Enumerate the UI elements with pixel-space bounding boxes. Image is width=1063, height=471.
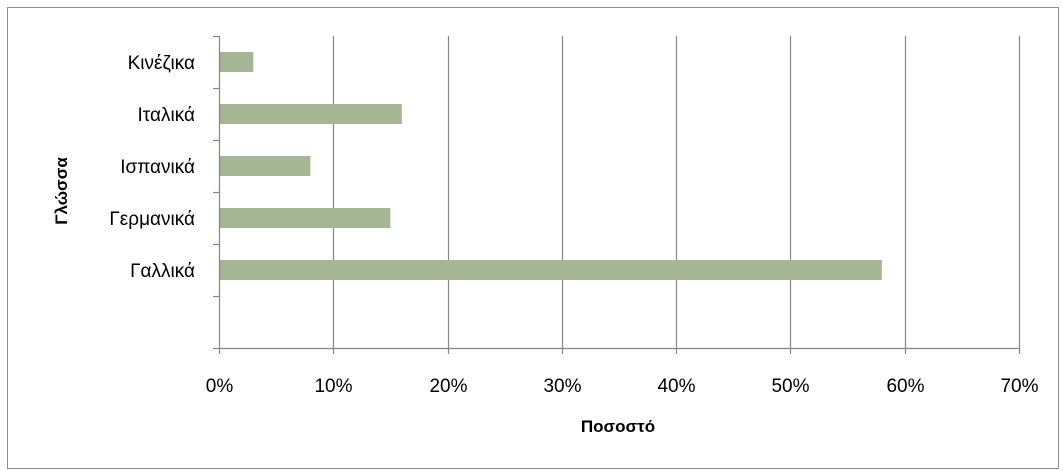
- category-label: Κινέζικα: [128, 53, 195, 74]
- bar: [220, 260, 882, 280]
- y-axis-title: Γλώσσα: [52, 157, 71, 225]
- x-tick-label: 0%: [206, 376, 234, 397]
- category-label: Ιταλικά: [138, 105, 195, 126]
- category-label: Γαλλικά: [130, 261, 195, 282]
- bar: [220, 208, 391, 228]
- x-tick-labels: 0% 10% 20% 30% 40% 50% 60% 70%: [206, 376, 1039, 397]
- bar: [220, 156, 311, 176]
- x-tick-label: 50%: [771, 376, 809, 397]
- axes: [213, 35, 1021, 354]
- x-axis-title: Ποσοστό: [581, 417, 655, 436]
- category-label: Ισπανικά: [120, 157, 195, 178]
- bars: [220, 52, 882, 280]
- x-tick-label: 30%: [543, 376, 581, 397]
- category-label: Γερμανικά: [109, 209, 195, 230]
- bar: [220, 52, 254, 72]
- x-tick-label: 20%: [429, 376, 467, 397]
- gridlines: [332, 36, 1021, 348]
- x-tick-label: 60%: [886, 376, 924, 397]
- x-tick-label: 10%: [314, 376, 352, 397]
- x-tick-label: 40%: [657, 376, 695, 397]
- category-labels: Γαλλικά Γερμανικά Ισπανικά Ιταλικά Κινέζικα: [109, 53, 195, 282]
- bar: [220, 104, 402, 124]
- x-tick-label: 70%: [1000, 376, 1038, 397]
- chart-frame: [7, 7, 1059, 469]
